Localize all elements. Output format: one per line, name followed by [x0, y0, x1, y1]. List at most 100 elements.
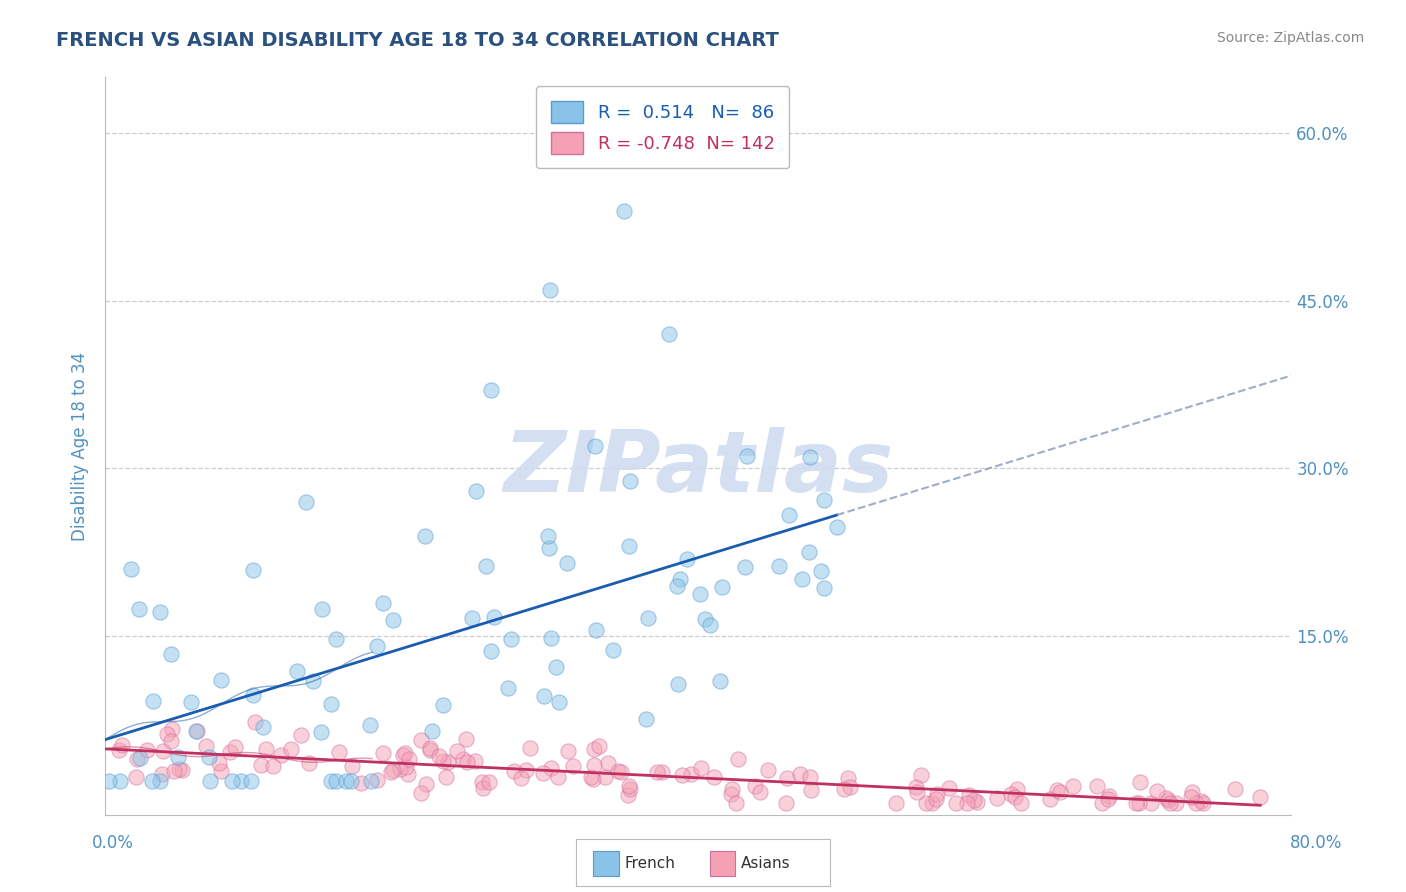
- Point: [496, 681, 519, 695]
- Point: [262, 759, 284, 773]
- Point: [415, 529, 437, 543]
- Point: [593, 771, 616, 785]
- Point: [666, 579, 689, 593]
- Point: [295, 495, 318, 509]
- Point: [884, 797, 907, 811]
- Point: [350, 776, 373, 790]
- Point: [689, 761, 711, 775]
- Point: [1157, 793, 1180, 807]
- Point: [159, 734, 181, 748]
- Point: [509, 771, 531, 785]
- Point: [540, 761, 562, 775]
- Point: [499, 632, 522, 646]
- Text: Asians: Asians: [741, 856, 790, 871]
- Point: [813, 493, 835, 508]
- Point: [531, 765, 554, 780]
- Point: [613, 204, 636, 219]
- Point: [737, 450, 759, 464]
- Point: [472, 780, 495, 795]
- Point: [475, 558, 498, 573]
- Point: [699, 618, 721, 632]
- Point: [1249, 790, 1271, 805]
- Point: [359, 718, 381, 732]
- Point: [582, 741, 605, 756]
- Point: [557, 744, 579, 758]
- Point: [797, 545, 820, 559]
- Point: [280, 742, 302, 756]
- Point: [775, 797, 797, 811]
- Point: [645, 764, 668, 779]
- Point: [1091, 797, 1114, 811]
- Point: [434, 770, 457, 784]
- Point: [966, 795, 988, 809]
- Point: [533, 690, 555, 704]
- Point: [790, 572, 813, 586]
- Point: [484, 609, 506, 624]
- Point: [748, 785, 770, 799]
- Point: [432, 754, 454, 768]
- Point: [208, 756, 231, 770]
- Point: [562, 758, 585, 772]
- Point: [585, 624, 607, 638]
- Point: [619, 474, 641, 488]
- Point: [583, 757, 606, 772]
- Point: [1154, 791, 1177, 805]
- Point: [744, 779, 766, 793]
- Point: [218, 745, 240, 759]
- Point: [617, 788, 640, 802]
- Point: [150, 767, 173, 781]
- Point: [634, 712, 657, 726]
- Point: [167, 762, 190, 776]
- Point: [451, 751, 474, 765]
- Point: [725, 797, 748, 811]
- Point: [721, 781, 744, 796]
- Point: [915, 797, 938, 811]
- Point: [927, 787, 949, 801]
- Point: [464, 754, 486, 768]
- Point: [128, 602, 150, 616]
- Point: [120, 562, 142, 576]
- Point: [547, 771, 569, 785]
- Point: [152, 744, 174, 758]
- Point: [904, 780, 927, 794]
- Point: [108, 743, 131, 757]
- Point: [135, 743, 157, 757]
- Point: [446, 743, 468, 757]
- Point: [1189, 794, 1212, 808]
- Point: [515, 763, 537, 777]
- Point: [956, 796, 979, 810]
- Point: [1185, 797, 1208, 811]
- Point: [198, 774, 221, 789]
- Point: [544, 660, 567, 674]
- Point: [637, 611, 659, 625]
- Point: [778, 508, 800, 522]
- Point: [436, 755, 458, 769]
- Point: [128, 751, 150, 765]
- Point: [609, 765, 631, 780]
- Point: [1159, 797, 1181, 811]
- Point: [734, 560, 756, 574]
- Point: [547, 695, 569, 709]
- Point: [703, 770, 725, 784]
- Point: [720, 788, 742, 802]
- Point: [98, 774, 121, 789]
- Point: [252, 720, 274, 734]
- Point: [1039, 792, 1062, 806]
- Point: [1097, 792, 1119, 806]
- Point: [381, 764, 404, 778]
- Point: [606, 764, 628, 779]
- Point: [394, 746, 416, 760]
- Point: [197, 750, 219, 764]
- Point: [464, 483, 486, 498]
- Point: [242, 563, 264, 577]
- Point: [328, 745, 350, 759]
- Point: [581, 770, 603, 784]
- Point: [149, 605, 172, 619]
- Point: [339, 774, 361, 789]
- Legend: R =  0.514   N=  86, R = -0.748  N= 142: R = 0.514 N= 86, R = -0.748 N= 142: [536, 87, 789, 169]
- Point: [366, 640, 388, 654]
- Point: [319, 774, 342, 789]
- Point: [839, 780, 862, 795]
- Point: [398, 751, 420, 765]
- Point: [727, 752, 749, 766]
